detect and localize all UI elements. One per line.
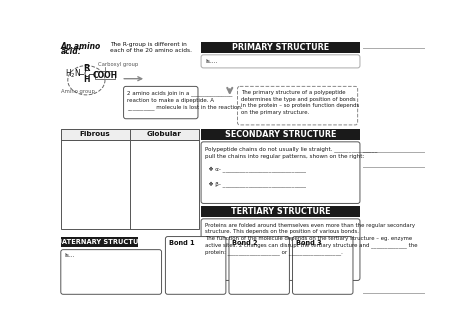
Text: 2 amino acids join in a _______________
reaction to make a dipeptide. A
________: 2 amino acids join in a _______________ … <box>127 90 242 110</box>
Text: PRIMARY STRUCTURE: PRIMARY STRUCTURE <box>232 43 329 52</box>
Text: The primary structure of a polypeptide
determines the type and position of bonds: The primary structure of a polypeptide d… <box>241 90 359 115</box>
Bar <box>95 71 115 79</box>
Bar <box>201 206 360 216</box>
Text: Proteins are folded around themselves even more than the regular secondary
struc: Proteins are folded around themselves ev… <box>205 223 418 256</box>
Text: Bond 2: Bond 2 <box>232 240 258 246</box>
Text: QUATERNARY STRUCTURE: QUATERNARY STRUCTURE <box>51 239 148 245</box>
Text: Globular: Globular <box>146 131 182 137</box>
Text: The R-group is different in
each of the 20 amino acids.: The R-group is different in each of the … <box>109 42 191 53</box>
Bar <box>61 129 199 229</box>
Text: Polypeptide chains do not usually lie straight. _______________
pull the chains : Polypeptide chains do not usually lie st… <box>205 146 377 188</box>
FancyBboxPatch shape <box>292 237 353 294</box>
Text: $\mathregular{H_2N}$: $\mathregular{H_2N}$ <box>65 68 82 80</box>
Text: An amino: An amino <box>61 42 101 51</box>
Text: —C—: —C— <box>79 70 94 79</box>
Text: Fibrous: Fibrous <box>80 131 110 137</box>
FancyBboxPatch shape <box>201 142 360 203</box>
Text: Is...: Is... <box>64 254 75 259</box>
Text: COOH: COOH <box>92 71 118 80</box>
Bar <box>61 237 138 247</box>
Bar <box>201 129 360 140</box>
Text: Carboxyl group: Carboxyl group <box>98 62 138 67</box>
FancyBboxPatch shape <box>165 237 226 294</box>
Bar <box>61 129 199 140</box>
Text: R: R <box>83 64 90 73</box>
Bar <box>201 42 360 53</box>
FancyBboxPatch shape <box>237 86 357 125</box>
FancyBboxPatch shape <box>201 55 360 68</box>
Text: Bond 1: Bond 1 <box>169 240 194 246</box>
Text: acid:: acid: <box>61 47 82 56</box>
FancyBboxPatch shape <box>124 86 198 119</box>
Text: Bond 3: Bond 3 <box>296 240 321 246</box>
FancyBboxPatch shape <box>229 237 290 294</box>
Text: SECONDARY STRUCTURE: SECONDARY STRUCTURE <box>225 130 336 139</box>
FancyBboxPatch shape <box>61 250 162 294</box>
Text: Is....: Is.... <box>205 59 217 64</box>
Text: H: H <box>83 75 90 84</box>
Text: Amino group: Amino group <box>61 89 95 94</box>
FancyBboxPatch shape <box>201 219 360 280</box>
Text: TERTIARY STRUCTURE: TERTIARY STRUCTURE <box>231 207 330 216</box>
